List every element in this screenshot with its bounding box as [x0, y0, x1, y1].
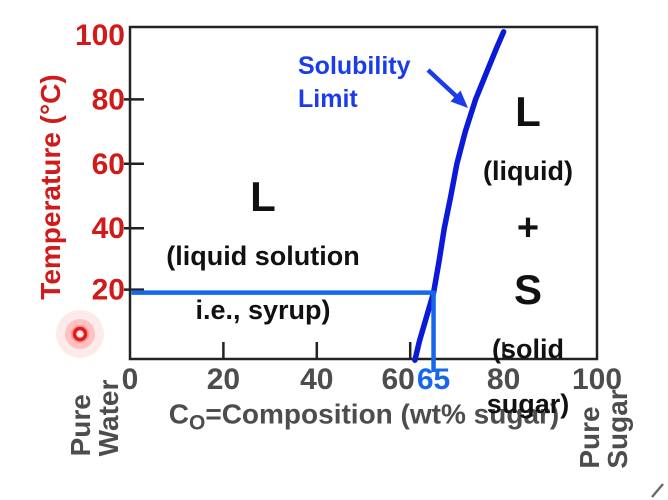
- two-phase-desc-solid-line2: sugar): [486, 389, 570, 419]
- solubility-curve: [412, 29, 507, 363]
- x-tick-label-20: 20: [207, 363, 240, 396]
- y-tick-label-40: 40: [92, 212, 125, 245]
- arrow-shaft: [426, 68, 458, 98]
- x-tick-label-60: 60: [382, 363, 415, 396]
- x-axis-title-base: C: [168, 398, 189, 430]
- arrow-head-icon: [450, 90, 468, 108]
- tie-line: [131, 290, 436, 372]
- y-tick-labels: 20 40 60 80 100: [75, 19, 125, 307]
- laser-ring: [72, 326, 88, 342]
- two-phase-desc-solid-line1: (solid: [492, 334, 564, 364]
- y-tick-label-20: 20: [92, 274, 125, 307]
- x-tick-label-40: 40: [300, 363, 333, 396]
- two-phase-plus-sign: +: [516, 207, 540, 249]
- region-liquid-symbol: L: [250, 173, 276, 220]
- y-axis-title: Temperature (°C): [35, 74, 66, 300]
- region-liquid-desc-line2: i.e., syrup): [195, 295, 331, 325]
- x-tick-label-0: 0: [122, 363, 139, 396]
- y-tick-label-100: 100: [75, 19, 125, 52]
- two-phase-symbol-solid: S: [513, 266, 542, 313]
- region-liquid-solution: L (liquid solution i.e., syrup): [113, 156, 413, 346]
- annotation-arrow: [426, 68, 468, 108]
- x-tick-label-100: 100: [572, 363, 622, 396]
- stray-mark: [651, 483, 664, 498]
- pure-water-label: Pure Water: [65, 379, 124, 457]
- region-liquid-plus-solid: L (liquid) + S (solid sugar): [443, 71, 613, 441]
- x-axis-title-subscript: O: [188, 411, 206, 435]
- x-tick-label-80: 80: [487, 363, 520, 396]
- x-tick-labels: 0 20 40 60 65 80 100: [122, 363, 622, 396]
- y-tick-label-80: 80: [92, 83, 125, 116]
- y-tick-label-60: 60: [92, 148, 125, 181]
- laser-pointer-icon: [56, 310, 104, 358]
- solubility-limit-label: Solubility Limit: [298, 52, 411, 113]
- x-ticks: [222, 342, 505, 358]
- solubility-curve-line: [412, 29, 507, 363]
- plot-frame: [128, 25, 599, 361]
- y-ticks: [124, 98, 144, 291]
- x-axis-title: CO=Composition (wt% sugar): [169, 399, 559, 436]
- two-phase-desc-liquid: (liquid): [483, 156, 573, 186]
- two-phase-symbol-liquid: L: [515, 88, 541, 135]
- x-axis-title-rest: =Composition (wt% sugar): [205, 398, 560, 430]
- region-liquid-desc-line1: (liquid solution: [166, 241, 360, 271]
